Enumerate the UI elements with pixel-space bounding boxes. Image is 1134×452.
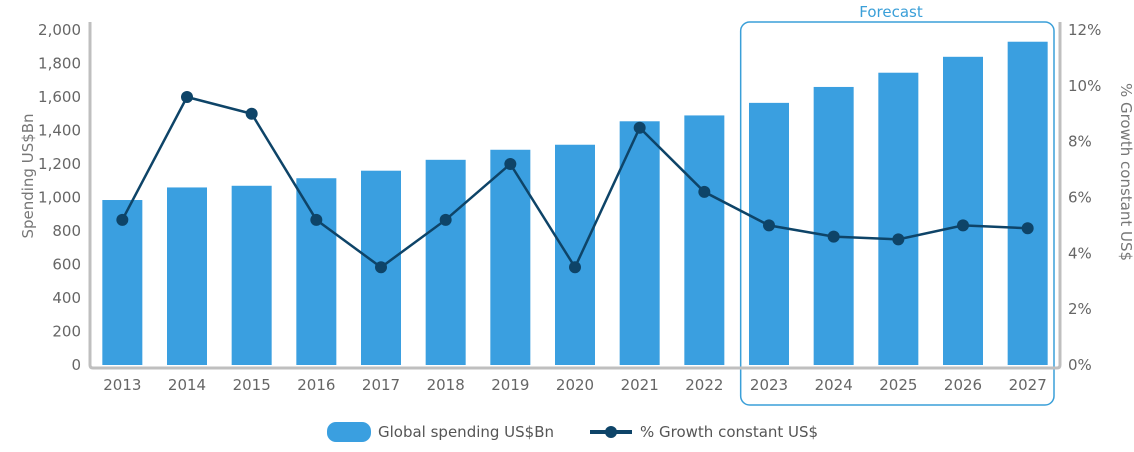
growth-point-2013 <box>116 213 129 226</box>
tick-labels: 2013 2014 2015 2016 2017 2018 2019 2020 2021 2022… <box>38 21 1101 394</box>
x-tick-2023: 2023 <box>750 376 788 394</box>
x-tick-2026: 2026 <box>944 376 982 394</box>
y2-tick-8%: 8% <box>1068 133 1092 151</box>
forecast-region <box>739 21 1055 406</box>
legend-line-marker <box>605 426 617 438</box>
y2-axis-title: % Growth constant US$ <box>1117 83 1134 261</box>
x-tick-2013: 2013 <box>103 376 141 394</box>
growth-point-2025 <box>892 233 905 246</box>
x-tick-2025: 2025 <box>879 376 917 394</box>
bar-2016 <box>296 178 337 365</box>
growth-point-2015 <box>245 107 258 120</box>
x-tick-2020: 2020 <box>556 376 594 394</box>
bar-2021 <box>619 121 660 365</box>
bar-2019 <box>490 149 531 365</box>
x-tick-2022: 2022 <box>685 376 723 394</box>
growth-point-2017 <box>375 261 387 274</box>
y2-tick-10%: 10% <box>1068 77 1101 95</box>
growth-point-2020 <box>569 261 581 274</box>
growth-point-2014 <box>181 91 193 103</box>
y-axis-title: Spending US$Bn <box>19 113 37 238</box>
y-tick-1,800: 1,800 <box>38 55 81 73</box>
bar-2013 <box>102 200 143 365</box>
y2-tick-6%: 6% <box>1068 189 1092 207</box>
bar-2022 <box>684 115 725 365</box>
growth-point-2019 <box>504 158 517 170</box>
y-tick-800: 800 <box>52 222 81 240</box>
x-tick-2014: 2014 <box>168 376 206 394</box>
y-tick-400: 400 <box>52 289 81 307</box>
bar-2015 <box>231 185 272 365</box>
legend-line-label: % Growth constant US$ <box>640 423 818 441</box>
x-tick-2019: 2019 <box>491 376 529 394</box>
bars <box>102 41 1048 366</box>
bar-2014 <box>167 187 207 365</box>
x-tick-2016: 2016 <box>297 376 335 394</box>
y-tick-200: 200 <box>52 323 81 341</box>
bar-2027 <box>1007 41 1048 365</box>
x-tick-2027: 2027 <box>1009 376 1047 394</box>
growth-point-2021 <box>633 121 646 134</box>
y-tick-1,400: 1,400 <box>38 122 81 140</box>
legend: Global spending US$Bn % Growth constant … <box>327 422 818 442</box>
growth-point-2016 <box>310 213 323 226</box>
bar-2024 <box>813 86 854 365</box>
bar-2020 <box>555 144 595 365</box>
growth-point-2026 <box>957 219 969 232</box>
y-tick-600: 600 <box>52 256 81 274</box>
forecast-box <box>739 21 1055 406</box>
growth-point-2018 <box>439 213 452 226</box>
growth-point-2027 <box>1021 222 1034 235</box>
growth-point-2024 <box>827 230 840 243</box>
y2-tick-2%: 2% <box>1068 300 1092 318</box>
y-tick-0: 0 <box>71 356 81 374</box>
y-tick-1,200: 1,200 <box>38 155 81 173</box>
growth-point-2022 <box>698 185 711 198</box>
x-tick-2018: 2018 <box>427 376 465 394</box>
y2-tick-12%: 12% <box>1068 21 1101 39</box>
growth-point-2023 <box>763 219 775 232</box>
legend-bar-swatch <box>327 422 371 442</box>
x-tick-2021: 2021 <box>621 376 659 394</box>
axis-frame <box>88 22 1062 370</box>
growth-line-series <box>116 91 1034 274</box>
forecast-label: Forecast <box>859 3 923 21</box>
x-tick-2017: 2017 <box>362 376 400 394</box>
bar-2026 <box>943 56 983 366</box>
x-tick-2024: 2024 <box>815 376 853 394</box>
axes <box>88 22 1062 370</box>
y-tick-2,000: 2,000 <box>38 21 81 39</box>
y-tick-1,000: 1,000 <box>38 189 81 207</box>
x-tick-2015: 2015 <box>233 376 271 394</box>
bar-2018 <box>425 159 466 365</box>
legend-bar-label: Global spending US$Bn <box>378 423 554 441</box>
bar-2023 <box>749 102 789 366</box>
y2-tick-0%: 0% <box>1068 356 1092 374</box>
y-tick-1,600: 1,600 <box>38 88 81 106</box>
bar-2025 <box>878 72 919 366</box>
y2-tick-4%: 4% <box>1068 244 1092 262</box>
